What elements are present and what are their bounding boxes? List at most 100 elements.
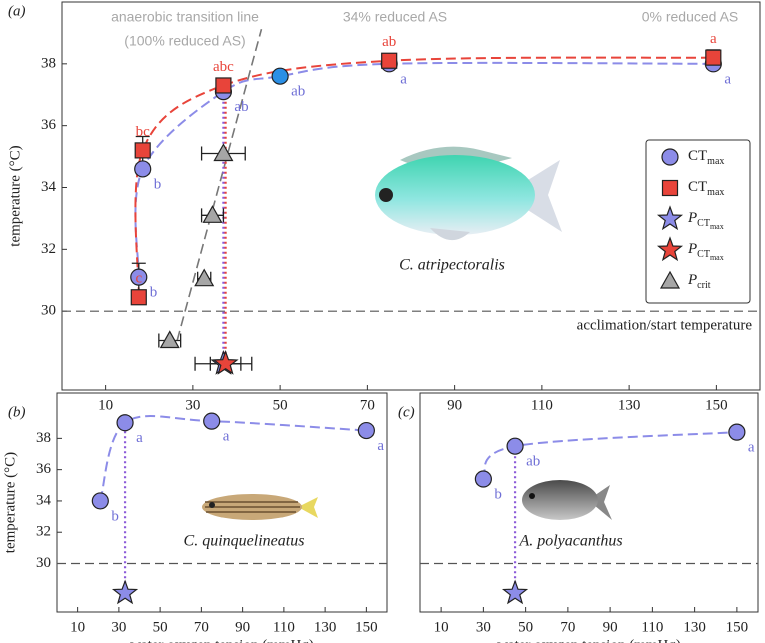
annotation: (100% reduced AS) bbox=[124, 33, 245, 49]
x-tick-label: 90 bbox=[447, 397, 462, 413]
point-label: a bbox=[377, 438, 384, 454]
x-tick-label: 70 bbox=[194, 619, 209, 635]
legend-sub: crit bbox=[697, 280, 711, 291]
point-label: b bbox=[111, 508, 119, 524]
marker-circle bbox=[271, 67, 289, 85]
x-tick-label: 110 bbox=[531, 397, 553, 413]
x-tick-label: 150 bbox=[726, 619, 749, 635]
point-label: b bbox=[154, 176, 162, 192]
x-tick-label: 90 bbox=[235, 619, 250, 635]
point-label: bc bbox=[136, 124, 151, 140]
plot-frame bbox=[61, 1, 761, 391]
x-tick-label: 130 bbox=[683, 619, 706, 635]
panel-label: (c) bbox=[398, 404, 415, 420]
legend-sub: max bbox=[707, 187, 724, 198]
point-label: ab bbox=[234, 99, 248, 115]
annotation: 34% reduced AS bbox=[343, 9, 447, 25]
marker-circle bbox=[116, 414, 134, 432]
x-tick-label: 110 bbox=[273, 619, 295, 635]
marker-star bbox=[111, 579, 139, 605]
marker-square bbox=[381, 52, 398, 69]
x-tick-label: 10 bbox=[98, 397, 113, 413]
point-label: b bbox=[494, 486, 502, 502]
point-label: ab bbox=[291, 84, 305, 100]
x-axis-title: water oxygen tension (mmHg) bbox=[130, 637, 314, 643]
x-tick-label: 70 bbox=[560, 619, 575, 635]
x-tick-label: 70 bbox=[360, 397, 375, 413]
point-label: a bbox=[223, 429, 230, 445]
x-tick-label: 30 bbox=[185, 397, 200, 413]
legend-sub: CT bbox=[697, 249, 710, 260]
x-axis-title: water oxygen tension (mmHg) bbox=[497, 637, 681, 643]
y-axis-title: temperature (°C) bbox=[2, 452, 18, 553]
marker-square bbox=[705, 49, 722, 66]
marker-circle bbox=[728, 423, 746, 441]
annotation: 0% reduced AS bbox=[642, 9, 739, 25]
reference-label: acclimation/start temperature bbox=[577, 318, 753, 334]
legend-label: CTmax bbox=[688, 179, 724, 198]
legend-marker bbox=[656, 205, 684, 231]
point-label: b bbox=[150, 285, 158, 301]
species-name: C. atripectoralis bbox=[399, 257, 505, 274]
trend-line bbox=[176, 28, 263, 341]
y-tick-label: 36 bbox=[36, 461, 52, 477]
panel-label: (b) bbox=[8, 404, 26, 420]
legend-subsub: max bbox=[710, 222, 724, 231]
species-name: C. quinquelineatus bbox=[184, 533, 305, 550]
marker-circle bbox=[130, 268, 148, 286]
legend-name: CT bbox=[688, 179, 707, 195]
x-tick-label: 50 bbox=[518, 619, 533, 635]
x-tick-label: 10 bbox=[70, 619, 85, 635]
species-name: A. polyacanthus bbox=[518, 533, 622, 550]
legend-label: PCTmax bbox=[687, 210, 724, 230]
x-tick-label: 130 bbox=[618, 397, 641, 413]
marker-triangle bbox=[213, 143, 234, 162]
marker-circle bbox=[134, 160, 152, 178]
fit-curve bbox=[134, 56, 714, 298]
legend-marker bbox=[661, 179, 679, 197]
marker-triangle bbox=[202, 205, 223, 223]
x-tick-label: 90 bbox=[603, 619, 618, 635]
y-tick-label: 30 bbox=[36, 555, 51, 571]
x-tick-label: 30 bbox=[111, 619, 126, 635]
legend-label: Pcrit bbox=[687, 272, 711, 291]
legend-subsub: max bbox=[710, 253, 724, 262]
fish-illustration bbox=[522, 480, 612, 520]
point-label: a bbox=[724, 71, 731, 87]
y-tick-label: 34 bbox=[41, 179, 57, 195]
legend-marker bbox=[656, 236, 684, 262]
fish-illustration bbox=[202, 494, 318, 520]
legend-sub: CT bbox=[697, 218, 710, 229]
x-tick-label: 50 bbox=[273, 397, 288, 413]
y-tick-label: 38 bbox=[41, 55, 56, 71]
panel-label: (a) bbox=[8, 3, 26, 19]
marker-square bbox=[215, 77, 232, 94]
x-tick-label: 10 bbox=[434, 619, 449, 635]
x-tick-label: 110 bbox=[641, 619, 663, 635]
x-tick-label: 30 bbox=[476, 619, 491, 635]
marker-triangle bbox=[159, 330, 180, 349]
point-label: a bbox=[400, 71, 407, 87]
legend-marker bbox=[659, 270, 681, 289]
annotation: anaerobic transition line bbox=[111, 9, 259, 25]
x-tick-label: 50 bbox=[153, 619, 168, 635]
marker-square bbox=[130, 289, 147, 306]
y-tick-label: 36 bbox=[41, 117, 57, 133]
marker-circle bbox=[506, 437, 524, 455]
legend-name: P bbox=[687, 210, 697, 226]
x-tick-label: 130 bbox=[314, 619, 337, 635]
marker-triangle bbox=[194, 268, 215, 287]
point-label: ab bbox=[526, 454, 540, 470]
plot-frame bbox=[419, 392, 759, 613]
plot-frame bbox=[56, 392, 388, 613]
legend-label: PCTmax bbox=[687, 241, 724, 261]
legend-name: P bbox=[687, 272, 697, 288]
marker-circle bbox=[203, 412, 221, 430]
marker-star bbox=[501, 579, 529, 605]
legend-label: CTmax bbox=[688, 148, 724, 167]
point-label: a bbox=[136, 430, 143, 446]
point-label: a bbox=[748, 440, 755, 456]
point-label: a bbox=[710, 31, 717, 47]
marker-square bbox=[134, 142, 151, 159]
